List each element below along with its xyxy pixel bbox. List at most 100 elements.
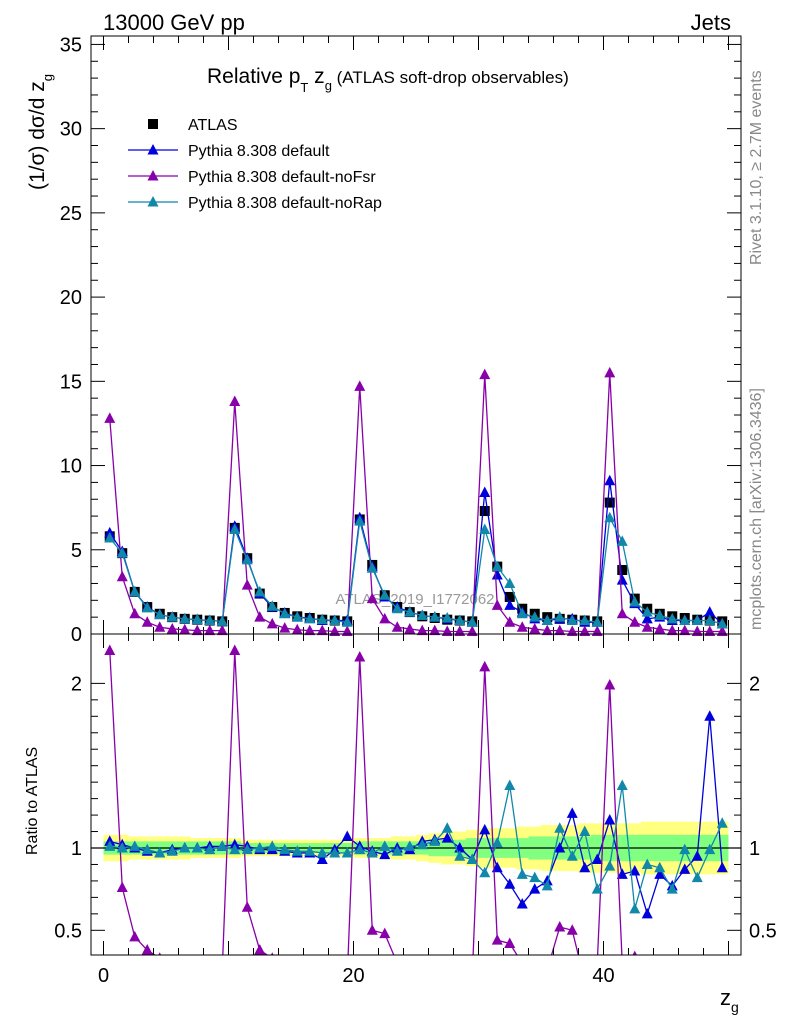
- legend-item-2: Pythia 8.308 default-noFsr: [128, 169, 376, 186]
- mc-data-point: [616, 574, 628, 585]
- mc-data-point: [404, 606, 416, 617]
- mc-data-point: [354, 515, 366, 526]
- ratio-data-point: [654, 868, 666, 879]
- ratio-data-point: [467, 970, 478, 981]
- ratio-data-point: [504, 878, 516, 889]
- mc-data-point: [654, 622, 666, 634]
- mcplots-label: mcplots.cern.ch [arXiv:1306.3436]: [748, 388, 765, 630]
- ratio-data-point: [417, 964, 428, 975]
- mc-data-point: [116, 547, 128, 558]
- ratio-plot-panel: 0.5 0.51 12 20 20 40: [54, 633, 777, 987]
- ratio-data-point: [191, 842, 203, 853]
- ratio-data-point: [179, 961, 190, 972]
- y-axis-label-bottom: Ratio to ATLAS: [24, 747, 41, 855]
- ratio-data-point: [366, 924, 378, 935]
- x-axis-label: zg: [720, 985, 739, 1015]
- mc-data-point: [216, 615, 228, 626]
- mc-data-point: [291, 611, 303, 622]
- ratio-data-point: [554, 822, 566, 833]
- ratio-data-point: [317, 969, 328, 980]
- mc-data-point: [141, 616, 153, 627]
- ratio-data-point: [354, 651, 366, 662]
- ratio-data-point: [617, 957, 628, 968]
- mc-data-point: [629, 616, 641, 627]
- ratio-y-tick-label-left: 0.5: [54, 920, 82, 942]
- mc-data-point: [629, 595, 641, 607]
- legend-marker-triangle: [147, 170, 159, 181]
- mc-data-point: [429, 611, 441, 622]
- mc-data-point: [304, 624, 316, 636]
- ratio-data-point: [292, 962, 303, 973]
- ratio-data-point: [217, 964, 228, 975]
- mc-data-point: [504, 616, 516, 627]
- mc-data-point: [591, 625, 603, 636]
- mc-data-point: [279, 607, 291, 619]
- ratio-y-tick-label-left: 2: [71, 673, 82, 695]
- mc-data-point: [579, 614, 591, 626]
- mc-data-point: [341, 616, 353, 627]
- mc-data-point: [666, 612, 678, 624]
- ratio-y-tick-label-right: 2: [749, 673, 760, 695]
- mc-data-point: [604, 511, 616, 523]
- mc-data-point: [404, 622, 416, 634]
- ratio-data-point: [529, 871, 541, 883]
- ratio-series-line: [109, 650, 623, 955]
- ratio-data-point: [204, 965, 215, 976]
- mc-data-point: [641, 612, 653, 624]
- ratio-data-point: [404, 961, 415, 972]
- legend-label: Pythia 8.308 default-noFsr: [188, 169, 376, 186]
- mc-data-point: [616, 535, 628, 546]
- mc-data-point: [229, 395, 241, 407]
- mc-data-point: [216, 624, 228, 636]
- ratio-series-0: [104, 710, 728, 919]
- ratio-series-line: [109, 716, 723, 917]
- ratio-data-point: [141, 843, 153, 855]
- mc-data-point: [266, 617, 278, 629]
- ratio-data-point: [504, 937, 516, 948]
- ratio-data-point: [591, 883, 603, 894]
- mc-data-point: [316, 613, 328, 625]
- mc-data-point: [504, 577, 516, 588]
- mc-data-point: [654, 609, 666, 620]
- mc-data-point: [666, 624, 678, 636]
- legend-label: Pythia 8.308 default-noRap: [188, 195, 382, 212]
- mc-data-point: [641, 621, 653, 632]
- mc-data-point: [116, 570, 128, 582]
- ratio-data-point: [654, 961, 665, 972]
- mc-data-point: [241, 553, 253, 565]
- mc-data-point: [591, 616, 603, 627]
- plot-title-sub-g: g: [325, 78, 332, 93]
- ratio-data-point: [392, 957, 403, 968]
- ratio-data-point: [491, 934, 503, 945]
- ratio-y-tick-label-right: 1: [749, 838, 760, 860]
- ratio-data-point: [529, 883, 541, 894]
- mc-data-point: [191, 613, 203, 625]
- mc-data-point: [716, 625, 728, 636]
- mc-data-point: [566, 614, 578, 626]
- ratio-data-point: [479, 660, 491, 672]
- mc-data-point: [179, 612, 191, 624]
- ratio-data-point: [316, 846, 328, 858]
- ratio-data-point: [654, 861, 666, 873]
- ratio-data-point: [579, 975, 590, 986]
- rivet-label: Rivet 3.1.10, ≥ 2.7M events: [748, 70, 765, 265]
- plot-title-sub-t: T: [300, 80, 308, 95]
- ratio-data-point: [641, 907, 653, 919]
- plot-title: Relative pT zg (ATLAS soft-drop observab…: [207, 65, 569, 95]
- y-tick-label: 25: [60, 203, 82, 225]
- y-tick-label: 10: [60, 456, 82, 478]
- ratio-data-point: [192, 967, 203, 978]
- ratio-data-point: [454, 972, 465, 983]
- legend-label: ATLAS: [188, 117, 238, 134]
- ratio-data-point: [516, 868, 528, 879]
- ratio-data-point: [566, 807, 578, 818]
- mc-data-point: [154, 608, 166, 620]
- mc-data-point: [466, 625, 478, 636]
- ratio-data-point: [304, 965, 315, 976]
- ratio-data-point: [667, 962, 678, 973]
- series-3: [104, 511, 728, 629]
- mc-data-point: [604, 366, 616, 378]
- main-plot-panel: 0 5 10 15 20 25 30 35: [60, 34, 742, 646]
- mc-data-point: [391, 602, 403, 614]
